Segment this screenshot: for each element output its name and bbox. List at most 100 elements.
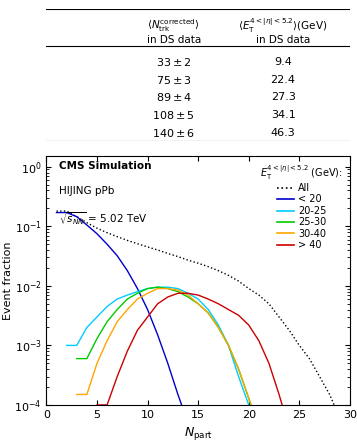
All: [216, 268, 221, 273]
30-40: [85, 392, 89, 397]
< 20: [176, 392, 180, 397]
All: [317, 374, 322, 379]
Line: > 40: > 40: [97, 293, 299, 445]
Text: $\langle N_\mathrm{trk}^\mathrm{corrected}\rangle$: $\langle N_\mathrm{trk}^\mathrm{correcte…: [147, 17, 200, 34]
All: [54, 208, 59, 214]
All: [297, 343, 301, 348]
30-40: [196, 301, 200, 307]
30-40: [176, 287, 180, 293]
> 40: [206, 296, 210, 302]
All: [196, 260, 200, 266]
25-30: [216, 325, 221, 330]
All: [105, 230, 109, 235]
Text: $33 \pm 2$: $33 \pm 2$: [156, 56, 192, 68]
All: [176, 254, 180, 259]
Text: $\sqrt{s_{NN}}$ = 5.02 TeV: $\sqrt{s_{NN}}$ = 5.02 TeV: [59, 211, 147, 227]
All: [115, 234, 119, 239]
All: [206, 264, 210, 269]
Text: in DS data: in DS data: [147, 35, 201, 45]
25-30: [156, 284, 160, 290]
20-25: [196, 296, 200, 302]
< 20: [75, 214, 79, 219]
20-25: [85, 325, 89, 330]
Text: 9.4: 9.4: [274, 57, 292, 67]
> 40: [156, 301, 160, 307]
20-25: [176, 286, 180, 291]
< 20: [135, 286, 140, 291]
> 40: [145, 314, 150, 320]
Text: $75 \pm 3$: $75 \pm 3$: [156, 73, 192, 85]
20-25: [257, 433, 261, 439]
All: [226, 273, 231, 278]
< 20: [85, 222, 89, 228]
All: [267, 301, 271, 307]
> 40: [247, 322, 251, 328]
All: [247, 286, 251, 291]
20-25: [65, 343, 69, 348]
25-30: [176, 289, 180, 294]
25-30: [125, 296, 130, 302]
X-axis label: $N_\mathrm{part}$: $N_\mathrm{part}$: [183, 425, 213, 442]
30-40: [166, 286, 170, 291]
Text: in DS data: in DS data: [256, 35, 310, 45]
25-30: [145, 286, 150, 291]
> 40: [226, 307, 231, 312]
All: [287, 328, 291, 333]
20-25: [115, 296, 119, 302]
20-25: [105, 304, 109, 309]
< 20: [156, 332, 160, 338]
25-30: [226, 343, 231, 348]
25-30: [196, 301, 200, 307]
25-30: [85, 356, 89, 361]
Text: $140 \pm 6$: $140 \pm 6$: [152, 127, 196, 139]
Y-axis label: Event fraction: Event fraction: [3, 241, 13, 320]
< 20: [186, 420, 190, 425]
All: [145, 244, 150, 250]
25-30: [115, 307, 119, 312]
< 20: [95, 231, 99, 236]
< 20: [115, 253, 119, 259]
30-40: [257, 426, 261, 431]
> 40: [176, 291, 180, 296]
All: [277, 314, 281, 320]
Text: $108 \pm 5$: $108 \pm 5$: [152, 109, 195, 121]
20-25: [226, 343, 231, 348]
30-40: [105, 338, 109, 344]
> 40: [267, 360, 271, 366]
All: [75, 214, 79, 219]
> 40: [277, 392, 281, 397]
30-40: [145, 291, 150, 296]
25-30: [236, 366, 241, 372]
All: [307, 356, 312, 361]
20-25: [75, 343, 79, 348]
All: [65, 208, 69, 214]
All: [166, 251, 170, 256]
20-25: [236, 374, 241, 379]
> 40: [196, 292, 200, 298]
30-40: [236, 366, 241, 372]
> 40: [186, 291, 190, 296]
All: [186, 258, 190, 263]
Line: 30-40: 30-40: [77, 288, 289, 445]
30-40: [95, 360, 99, 366]
All: [236, 279, 241, 284]
20-25: [166, 284, 170, 290]
Text: 46.3: 46.3: [271, 128, 296, 138]
20-25: [125, 292, 130, 298]
20-25: [206, 307, 210, 312]
All: [348, 444, 352, 445]
> 40: [95, 402, 99, 408]
Legend: All, < 20, 20-25, 25-30, 30-40, > 40: All, < 20, 20-25, 25-30, 30-40, > 40: [258, 161, 345, 252]
30-40: [247, 396, 251, 401]
< 20: [145, 307, 150, 312]
Text: 27.3: 27.3: [271, 93, 296, 102]
30-40: [206, 310, 210, 316]
25-30: [135, 291, 140, 296]
Text: 22.4: 22.4: [271, 75, 296, 85]
30-40: [156, 286, 160, 291]
Text: $89 \pm 4$: $89 \pm 4$: [156, 91, 192, 103]
> 40: [236, 313, 241, 318]
25-30: [166, 286, 170, 291]
< 20: [105, 242, 109, 247]
Line: 20-25: 20-25: [67, 287, 269, 445]
